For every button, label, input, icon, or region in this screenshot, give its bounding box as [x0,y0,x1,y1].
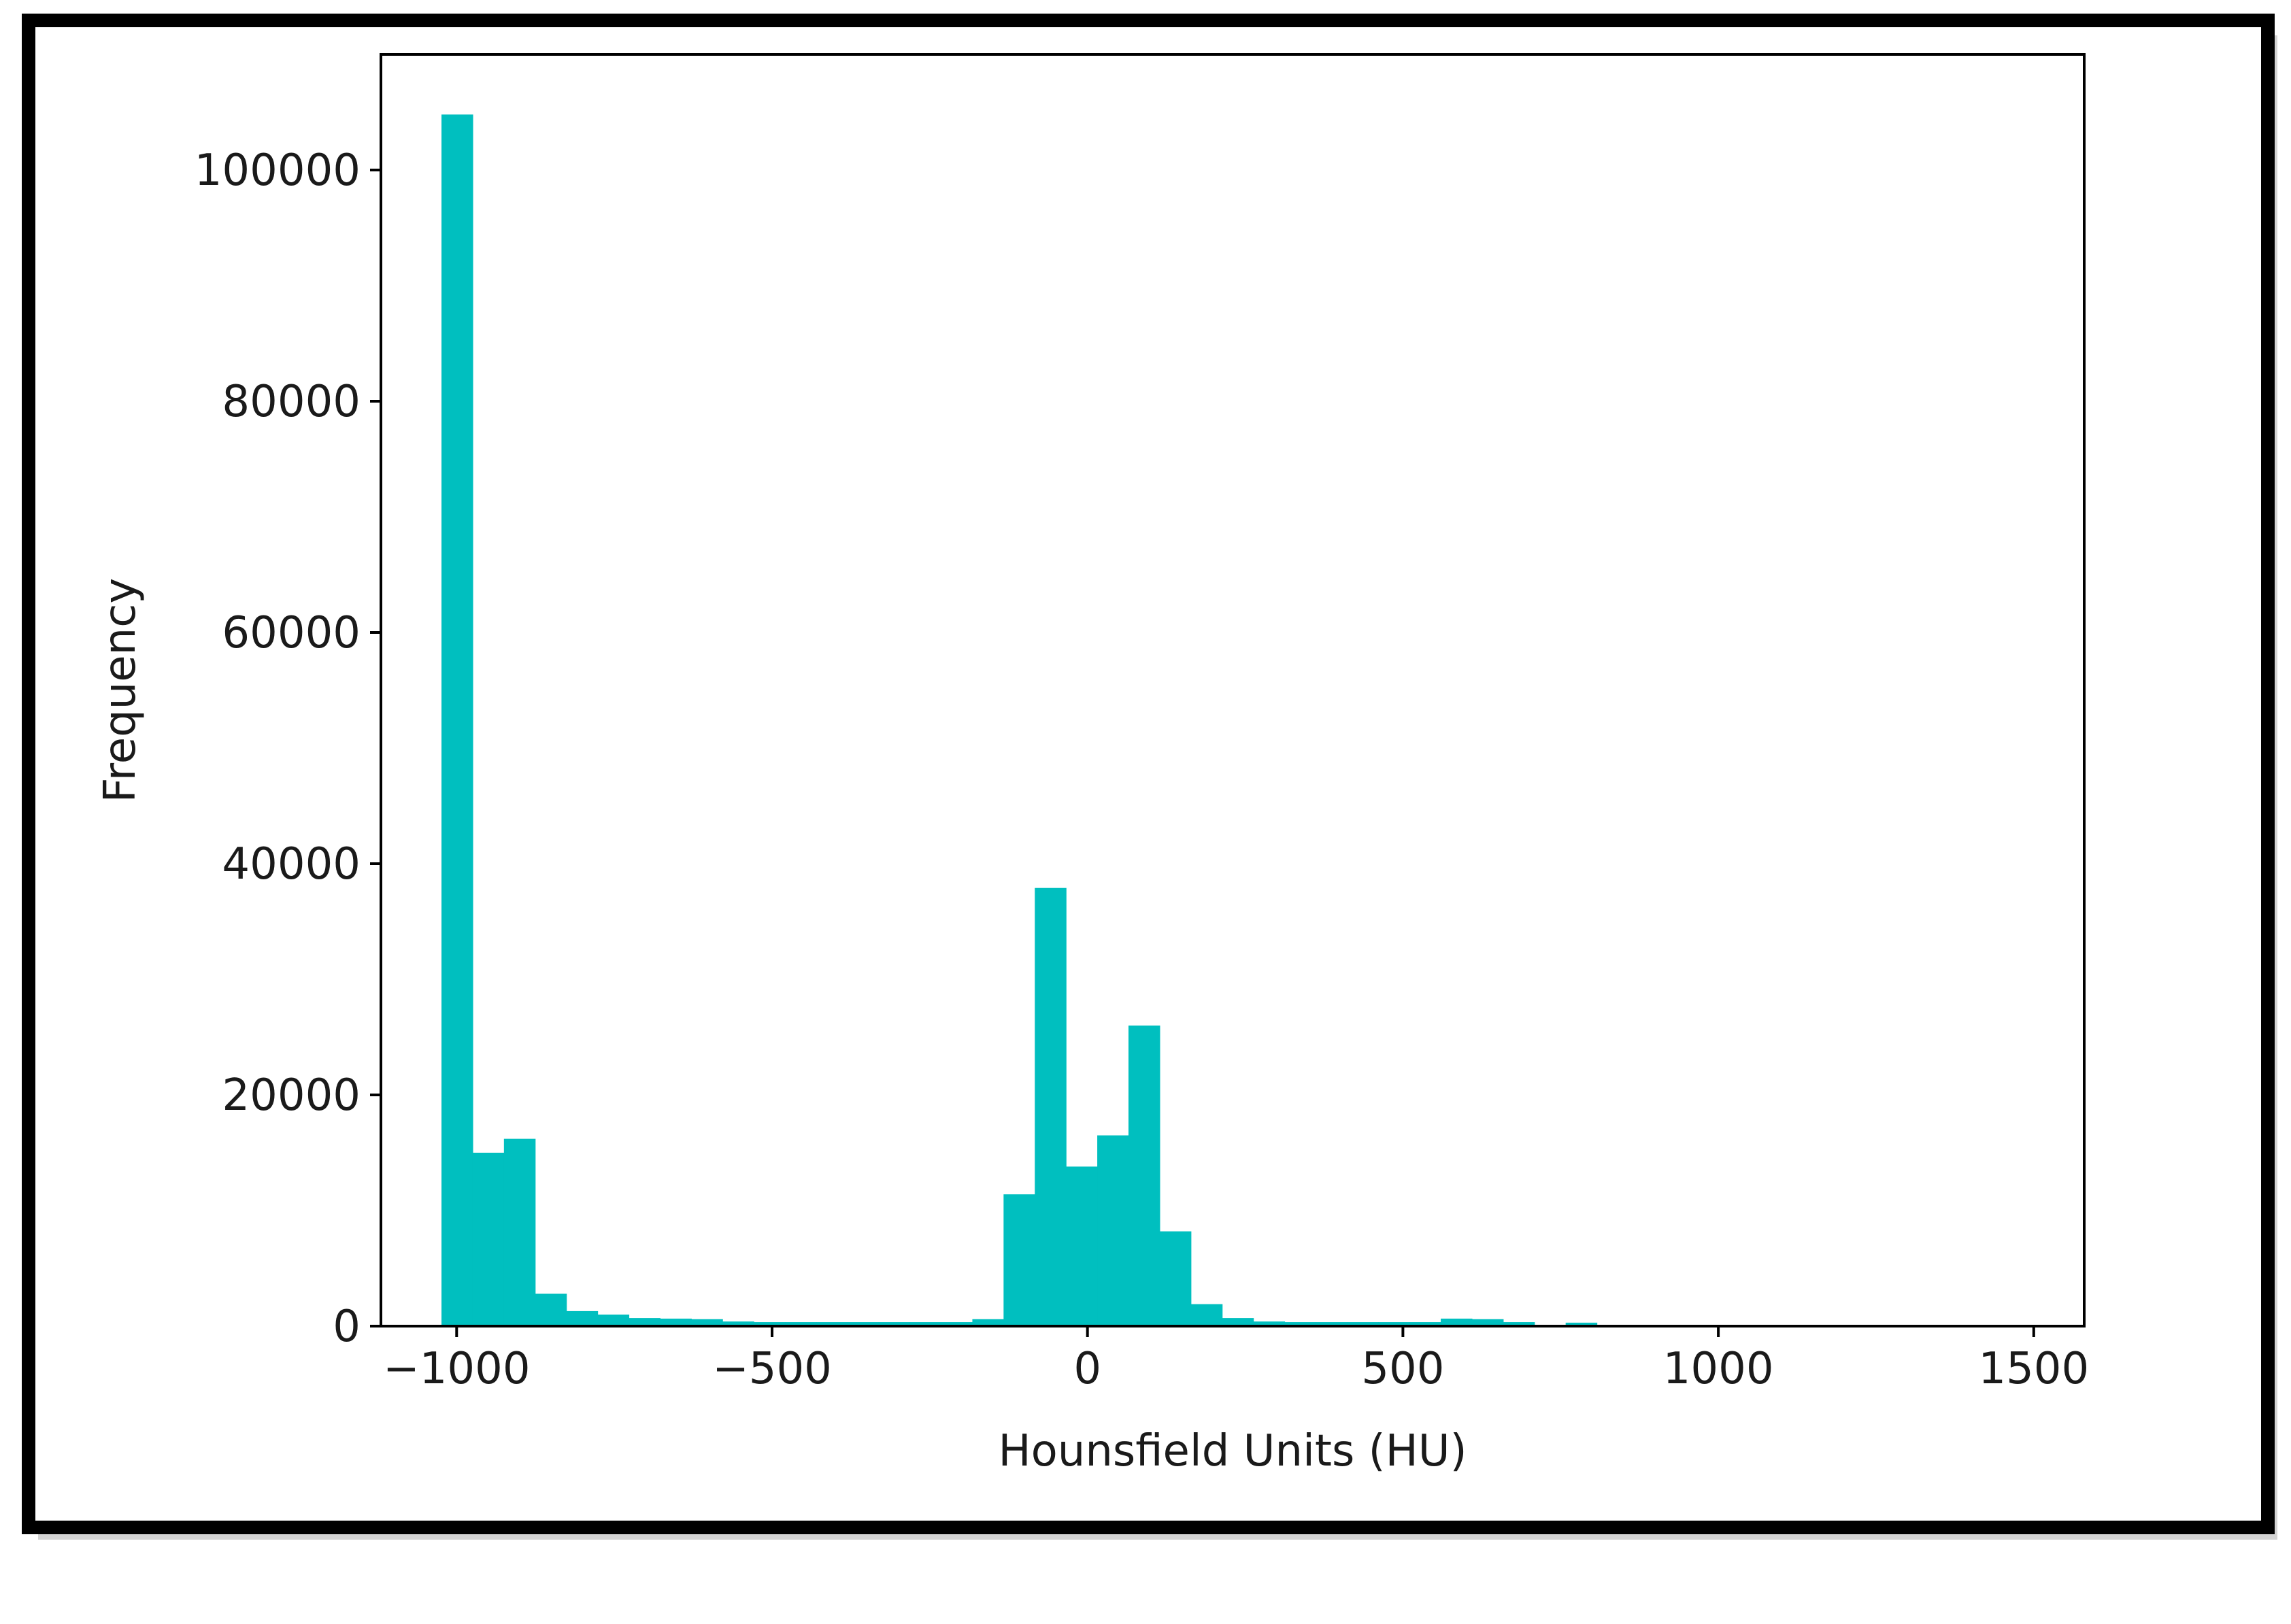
x-tick-label-4: 1000 [1663,1344,1774,1394]
histogram-bar-7 [660,1318,692,1326]
histogram-bar-31 [1409,1322,1441,1326]
histogram-bar-1 [472,1153,505,1326]
y-axis-ticks: 0 20000 40000 60000 80000 100000 [195,146,381,1352]
y-tick-label-2: 40000 [222,839,361,890]
histogram-bar-36 [1565,1322,1598,1326]
x-tick-label-3: 500 [1361,1344,1444,1394]
histogram-bar-18 [1003,1194,1035,1326]
histogram-bar-27 [1284,1322,1317,1326]
histogram-bar-20 [1066,1166,1098,1326]
histogram-bar-30 [1378,1322,1410,1326]
histogram-bar-19 [1035,887,1067,1326]
histogram-bar-10 [754,1322,786,1326]
y-tick-label-3: 60000 [222,608,361,658]
histogram-bar-32 [1441,1318,1473,1326]
histogram-bar-17 [972,1319,1004,1326]
histogram-bar-3 [535,1293,567,1326]
histogram-bar-9 [722,1321,754,1326]
histogram-bar-24 [1190,1304,1223,1326]
histogram-bar-6 [629,1318,660,1326]
histogram-bars [441,114,1598,1326]
histogram-bar-11 [785,1322,817,1326]
y-tick-label-4: 80000 [222,377,361,427]
chart-frame [22,14,2275,1534]
y-axis-label: Frequency [95,578,146,803]
histogram-bar-34 [1503,1322,1535,1326]
x-axis-label: Hounsfield Units (HU) [998,1426,1467,1476]
x-tick-label-1: −500 [712,1344,832,1394]
histogram-bar-22 [1128,1026,1160,1326]
x-tick-label-2: 0 [1073,1344,1101,1394]
histogram-bar-14 [878,1322,911,1326]
histogram-bar-4 [566,1310,599,1326]
histogram-bar-15 [909,1322,942,1326]
histogram-bar-16 [941,1322,973,1326]
x-axis-ticks: −1000 −500 0 500 1000 1500 [383,1326,2089,1394]
histogram-bar-0 [441,114,473,1326]
histogram-bar-12 [816,1322,848,1326]
histogram-bar-23 [1159,1231,1192,1326]
histogram-bar-26 [1253,1321,1286,1326]
histogram-bar-29 [1347,1322,1379,1326]
plot-area-border [380,53,2086,1327]
histogram-bar-5 [597,1315,630,1326]
histogram-bar-2 [503,1138,536,1326]
y-tick-label-5: 100000 [195,146,361,196]
y-tick-label-0: 0 [333,1302,361,1352]
histogram-bar-8 [691,1319,723,1326]
histogram-bar-25 [1222,1318,1254,1326]
histogram-bar-33 [1471,1319,1504,1326]
histogram-bar-21 [1097,1135,1129,1326]
histogram-bar-28 [1316,1322,1348,1326]
y-tick-label-1: 20000 [222,1070,361,1121]
x-tick-label-0: −1000 [383,1344,531,1394]
x-tick-label-5: 1500 [1978,1344,2089,1394]
histogram-bar-13 [847,1322,880,1326]
